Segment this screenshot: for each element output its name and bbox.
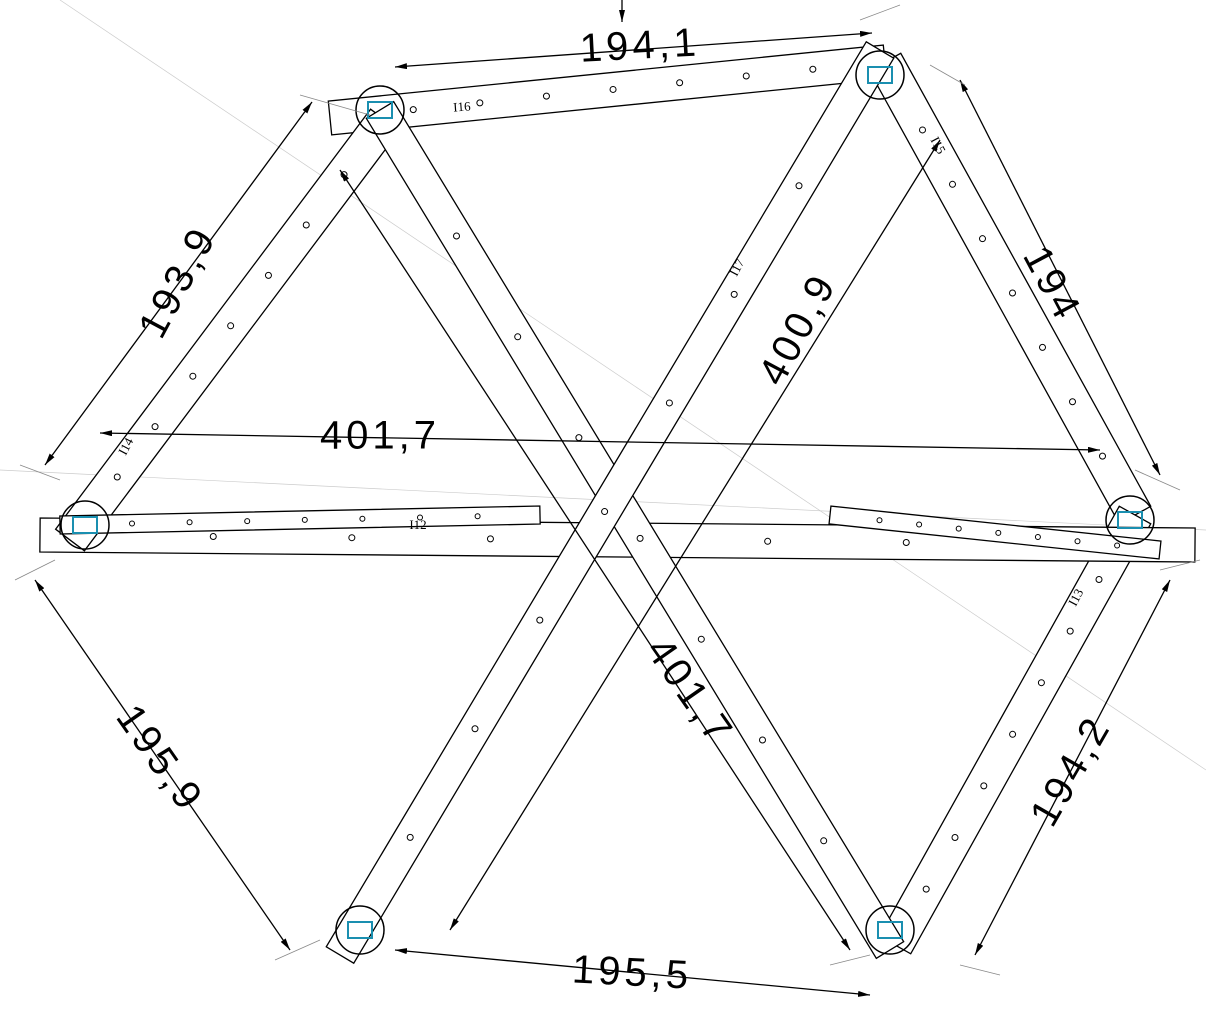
bolt [476, 99, 484, 107]
joint [855, 50, 905, 100]
bolt [1114, 542, 1121, 549]
extension-line [14, 559, 56, 581]
extension-line [1159, 559, 1201, 571]
dimension-label: 400,9 [750, 266, 845, 393]
dimension-line [974, 579, 1171, 956]
member-label: I16 [453, 98, 472, 114]
bolt [409, 106, 417, 114]
bolt [995, 529, 1002, 536]
bolt [209, 533, 217, 540]
joint-plate [1117, 511, 1143, 529]
extension-line [299, 94, 371, 116]
member-label: I14 [115, 435, 137, 458]
bolt [919, 126, 926, 134]
bolt [951, 834, 959, 841]
member-label: I17 [726, 256, 748, 279]
bolt [301, 516, 308, 523]
dimension-label: 195,5 [571, 947, 693, 997]
dimension-line [959, 79, 1161, 476]
joint [60, 500, 110, 550]
bolt [1074, 538, 1081, 545]
member-label: I12 [409, 517, 426, 532]
extension-line [959, 964, 1001, 976]
bolt [186, 519, 193, 526]
dimension-line [44, 101, 313, 466]
bolt [113, 473, 121, 481]
extension-line [274, 939, 321, 961]
dimension-label: 195,9 [108, 697, 213, 821]
joint-plate [867, 66, 893, 84]
bolt [742, 72, 750, 80]
dimensions [14, 0, 1201, 997]
joint [1105, 495, 1155, 545]
extension-line [929, 64, 966, 86]
member [868, 52, 1152, 525]
dimension-label: 401,7 [320, 414, 440, 458]
dimension-label: 194,1 [579, 20, 701, 70]
bolt [609, 85, 617, 93]
extension-line [859, 4, 901, 21]
dimension-line [34, 579, 291, 951]
joint-plate [72, 516, 98, 534]
dimension-line [394, 948, 871, 997]
bolt [676, 79, 684, 87]
construction-line [59, 0, 1206, 771]
extension-line [829, 954, 871, 966]
member [54, 108, 401, 552]
dimension-line [339, 169, 851, 951]
joint-plate [367, 101, 393, 119]
joint [355, 85, 405, 135]
member-label: I13 [1065, 586, 1086, 608]
bolt [129, 520, 135, 527]
extension-line [19, 464, 61, 481]
members [39, 40, 1196, 965]
bolt [949, 180, 956, 188]
bolt [244, 518, 251, 525]
bolt [955, 525, 962, 532]
extension-line [1134, 469, 1181, 491]
bolt [542, 92, 550, 100]
bolt [1034, 534, 1041, 541]
dimension-line [394, 30, 873, 70]
member-label: I15 [928, 134, 949, 156]
